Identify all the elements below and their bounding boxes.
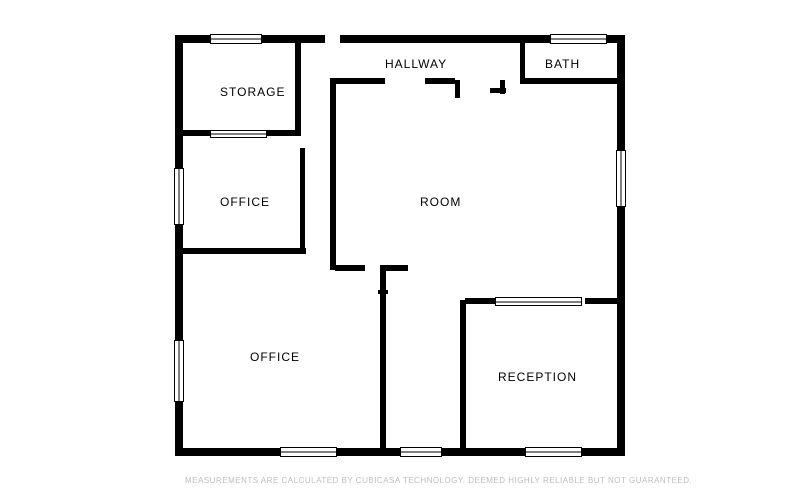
wall-segment	[490, 88, 506, 93]
wall-segment	[330, 80, 336, 270]
window-segment	[280, 447, 337, 457]
wall-segment	[460, 300, 466, 455]
window-segment	[400, 447, 442, 457]
window-segment	[174, 340, 184, 402]
label-storage: STORAGE	[220, 85, 285, 99]
window-segment	[495, 297, 582, 306]
wall-segment	[335, 265, 365, 271]
label-hallway: HALLWAY	[385, 57, 447, 71]
wall-segment	[378, 290, 388, 294]
wall-segment	[465, 298, 495, 304]
window-segment	[525, 447, 582, 457]
label-office2: OFFICE	[250, 350, 300, 364]
wall-segment	[520, 40, 525, 80]
label-bath: BATH	[545, 57, 580, 71]
wall-segment	[520, 78, 620, 84]
label-room: ROOM	[420, 195, 461, 209]
wall-segment	[181, 248, 306, 254]
wall-segment	[617, 35, 625, 455]
wall-segment	[455, 80, 460, 98]
wall-segment	[383, 265, 408, 271]
wall-segment	[585, 298, 620, 304]
wall-segment	[295, 40, 301, 135]
window-segment	[616, 150, 626, 207]
label-reception: RECEPTION	[498, 370, 577, 384]
label-office1: OFFICE	[220, 195, 270, 209]
window-segment	[210, 34, 262, 44]
wall-segment	[330, 78, 385, 84]
window-segment	[174, 168, 184, 225]
window-segment	[550, 34, 607, 44]
wall-segment	[300, 148, 305, 250]
window-segment	[210, 130, 267, 138]
footer-disclaimer: MEASUREMENTS ARE CALCULATED BY CUBICASA …	[185, 476, 692, 485]
floorplan-canvas: STORAGE HALLWAY BATH OFFICE ROOM OFFICE …	[0, 0, 800, 500]
wall-segment	[425, 78, 455, 84]
